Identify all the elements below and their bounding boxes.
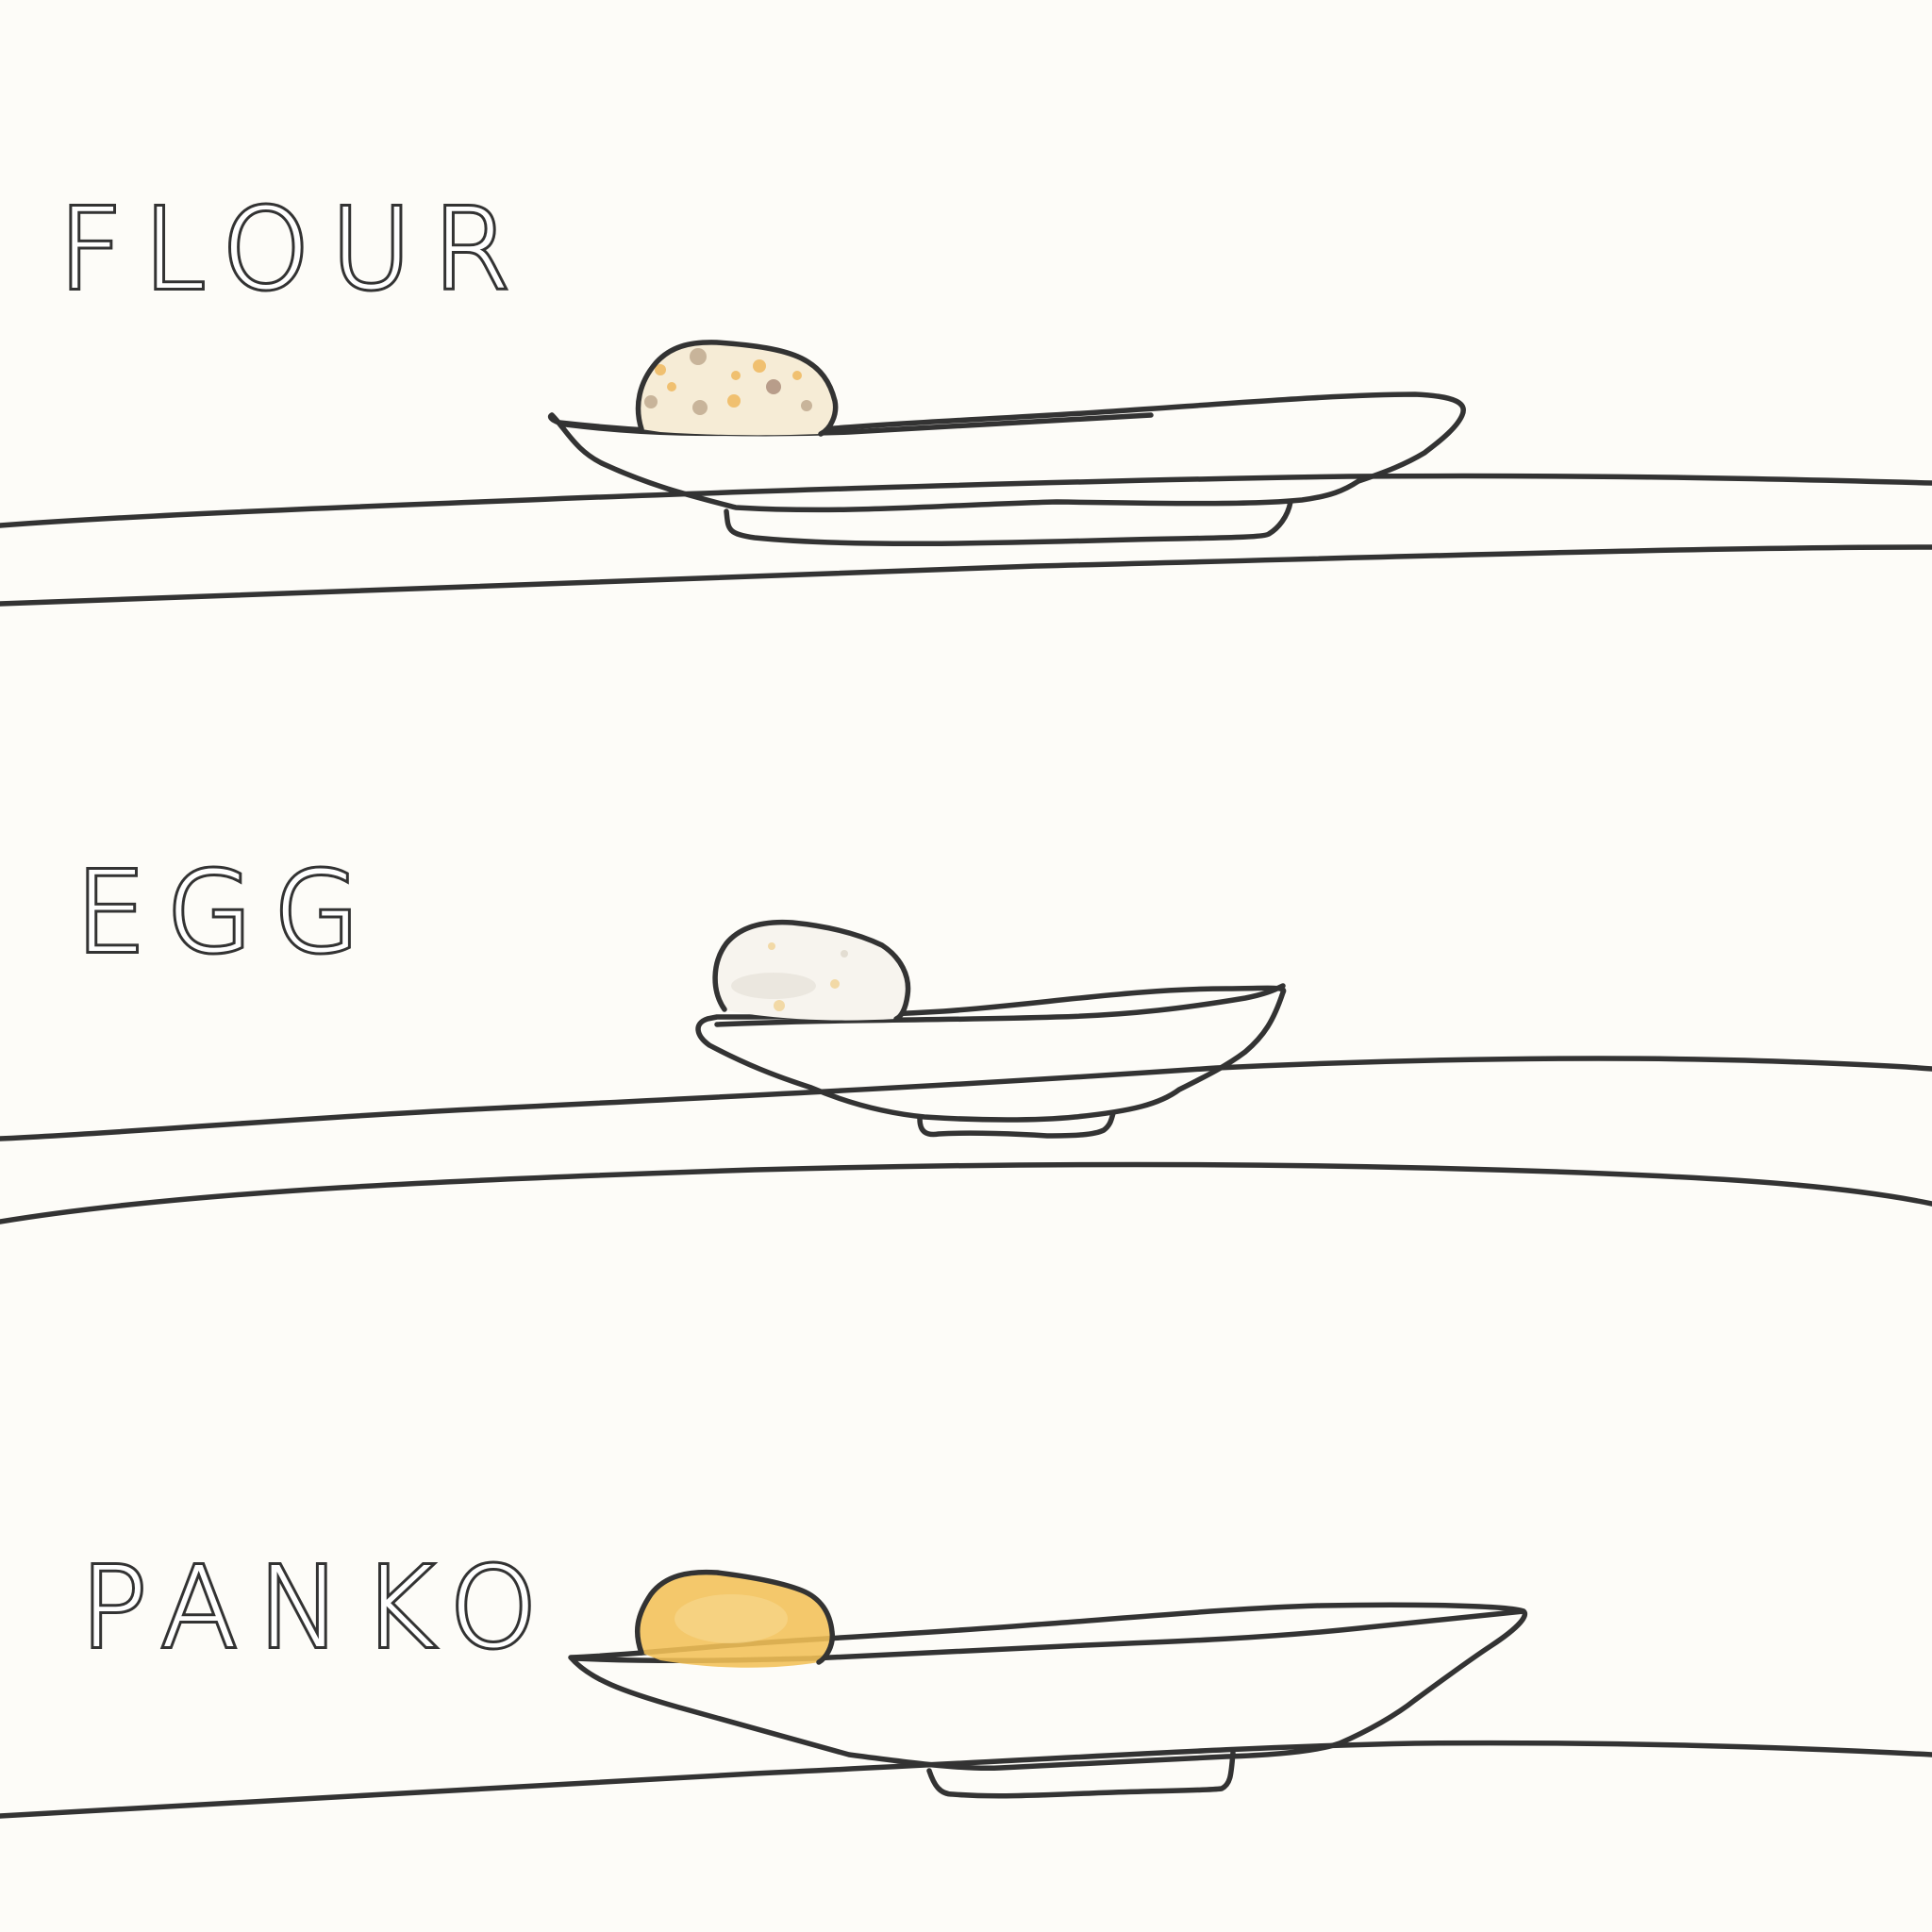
panko-coated-item-outline (634, 1569, 836, 1665)
egg-speck (841, 950, 848, 958)
flour-coated-item-body (638, 341, 836, 436)
egg-station: EGG (0, 844, 1932, 1224)
flour-speck (792, 371, 802, 380)
flour-speck (731, 371, 741, 380)
panko-plate (568, 1602, 1527, 1772)
egg-plate-foot (917, 1110, 1116, 1139)
panko-shelf-top-edge (0, 1740, 1932, 1819)
panko-plate-foot (926, 1750, 1236, 1799)
flour-coated-item (635, 340, 839, 437)
egg-plate (695, 985, 1287, 1123)
flour-shelf-bottom-edge (0, 544, 1932, 607)
flour-speck (644, 395, 658, 408)
egg-label: EGG (75, 847, 380, 977)
flour-speck (692, 400, 708, 415)
panko-label: PANKO (80, 1542, 558, 1673)
flour-speck (766, 379, 781, 394)
flour-plate-foot (724, 499, 1293, 547)
flour-label: FLOUR (58, 184, 531, 314)
flour-speck (801, 400, 812, 411)
egg-shelf-bottom-edge (0, 1161, 1932, 1224)
egg-coated-item-outline (712, 919, 911, 1022)
egg-coated-item-body (715, 922, 908, 1021)
panko-coated-item (634, 1569, 836, 1668)
egg-coated-item (712, 919, 911, 1022)
panko-station: PANKO (0, 1540, 1932, 1819)
flour-speck (753, 359, 766, 373)
flour-speck (727, 394, 741, 408)
flour-shelf-top-edge (0, 473, 1932, 528)
egg-shelf-top-edge (0, 1056, 1932, 1141)
egg-speck (830, 979, 840, 989)
egg-plate-rim (714, 983, 1286, 1027)
flour-speck (655, 364, 666, 375)
flour-coated-item-outline (635, 340, 839, 437)
flour-station: FLOUR (0, 181, 1932, 607)
egg-speck (768, 942, 775, 950)
egg-speck (774, 1000, 785, 1011)
egg-shine (731, 973, 816, 999)
panko-crumb-highlight (675, 1594, 788, 1643)
flour-speck (690, 348, 707, 365)
flour-speck (667, 382, 676, 391)
